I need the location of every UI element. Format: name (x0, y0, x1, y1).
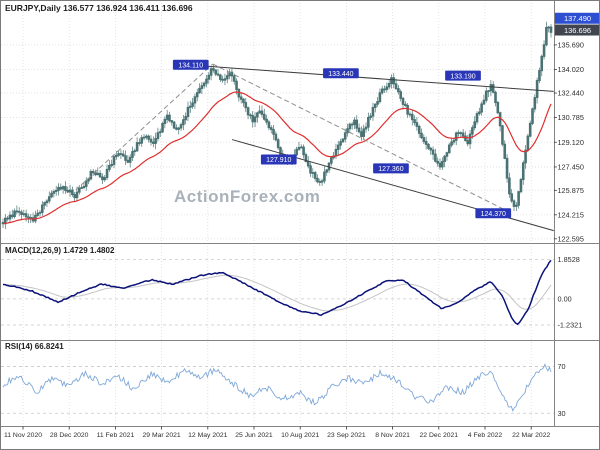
svg-text:23 Sep 2021: 23 Sep 2021 (327, 432, 366, 439)
svg-text:136.696: 136.696 (564, 26, 591, 35)
svg-text:12 May 2021: 12 May 2021 (188, 432, 228, 439)
panel-frame (1, 1, 599, 427)
svg-text:122.595: 122.595 (558, 234, 584, 243)
svg-text:134.110: 134.110 (178, 62, 203, 69)
macd-lines (2, 259, 552, 326)
svg-text:124.215: 124.215 (558, 210, 584, 219)
moving-average-line (2, 91, 552, 225)
svg-text:30: 30 (558, 409, 566, 418)
svg-text:135.690: 135.690 (558, 41, 584, 50)
svg-text:133.190: 133.190 (450, 73, 475, 80)
svg-text:0.00: 0.00 (558, 294, 572, 303)
svg-text:132.440: 132.440 (558, 89, 584, 98)
rsi-indicator-title: RSI(14) 66.8241 (5, 342, 64, 351)
svg-text:8 Nov 2021: 8 Nov 2021 (375, 432, 410, 439)
svg-text:127.910: 127.910 (266, 157, 291, 164)
trendlines (75, 63, 554, 232)
svg-text:11 Nov 2020: 11 Nov 2020 (4, 432, 42, 439)
svg-text:29 Mar 2021: 29 Mar 2021 (143, 432, 181, 439)
svg-text:28 Dec 2020: 28 Dec 2020 (50, 432, 89, 439)
price-annotations: 134.110 133.440 133.190 127.910 127.360 124.3… (172, 59, 512, 219)
svg-text:11 Feb 2021: 11 Feb 2021 (97, 432, 135, 439)
svg-text:130.785: 130.785 (558, 113, 584, 122)
svg-text:134.020: 134.020 (558, 65, 584, 74)
svg-text:4 Feb 2022: 4 Feb 2022 (468, 432, 503, 439)
svg-text:70: 70 (558, 362, 566, 371)
svg-text:25 Jun 2021: 25 Jun 2021 (235, 432, 273, 439)
svg-text:-1.2321: -1.2321 (558, 321, 583, 330)
svg-text:129.120: 129.120 (558, 138, 584, 147)
svg-text:22 Mar 2022: 22 Mar 2022 (512, 432, 550, 439)
price-axis: 135.690 134.020 132.440 130.785 129.120 127.4… (554, 41, 584, 418)
macd-indicator-title: MACD(12,26,9) 1.4729 1.4802 (5, 246, 115, 255)
svg-text:133.440: 133.440 (328, 71, 353, 78)
watermark: ActionForex.com (174, 187, 321, 206)
svg-text:22 Dec 2021: 22 Dec 2021 (420, 432, 459, 439)
svg-text:125.875: 125.875 (558, 186, 584, 195)
svg-text:1.8528: 1.8528 (558, 255, 580, 264)
chart-title: EURJPY,Daily 136.577 136.924 136.411 136… (5, 3, 193, 13)
svg-text:127.360: 127.360 (378, 166, 403, 173)
current-price-tags: 137.490 136.696 (555, 12, 599, 36)
rsi-line (2, 363, 552, 412)
svg-text:10 Aug 2021: 10 Aug 2021 (281, 432, 319, 439)
svg-text:137.490: 137.490 (564, 14, 591, 23)
grid (1, 3, 554, 425)
time-axis: 11 Nov 2020 28 Dec 2020 11 Feb 2021 29 Mar … (4, 426, 550, 439)
candlestick-series (1, 21, 553, 229)
svg-text:127.450: 127.450 (558, 163, 584, 172)
svg-text:124.370: 124.370 (481, 211, 506, 218)
